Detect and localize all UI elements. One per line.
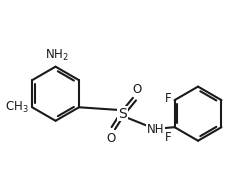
Text: CH$_3$: CH$_3$ xyxy=(5,100,29,115)
Text: O: O xyxy=(106,132,116,145)
Text: F: F xyxy=(164,131,171,144)
Text: NH: NH xyxy=(146,123,164,136)
Text: F: F xyxy=(164,92,171,105)
Text: NH$_2$: NH$_2$ xyxy=(45,48,69,63)
Text: O: O xyxy=(132,83,141,96)
Text: S: S xyxy=(118,107,127,121)
